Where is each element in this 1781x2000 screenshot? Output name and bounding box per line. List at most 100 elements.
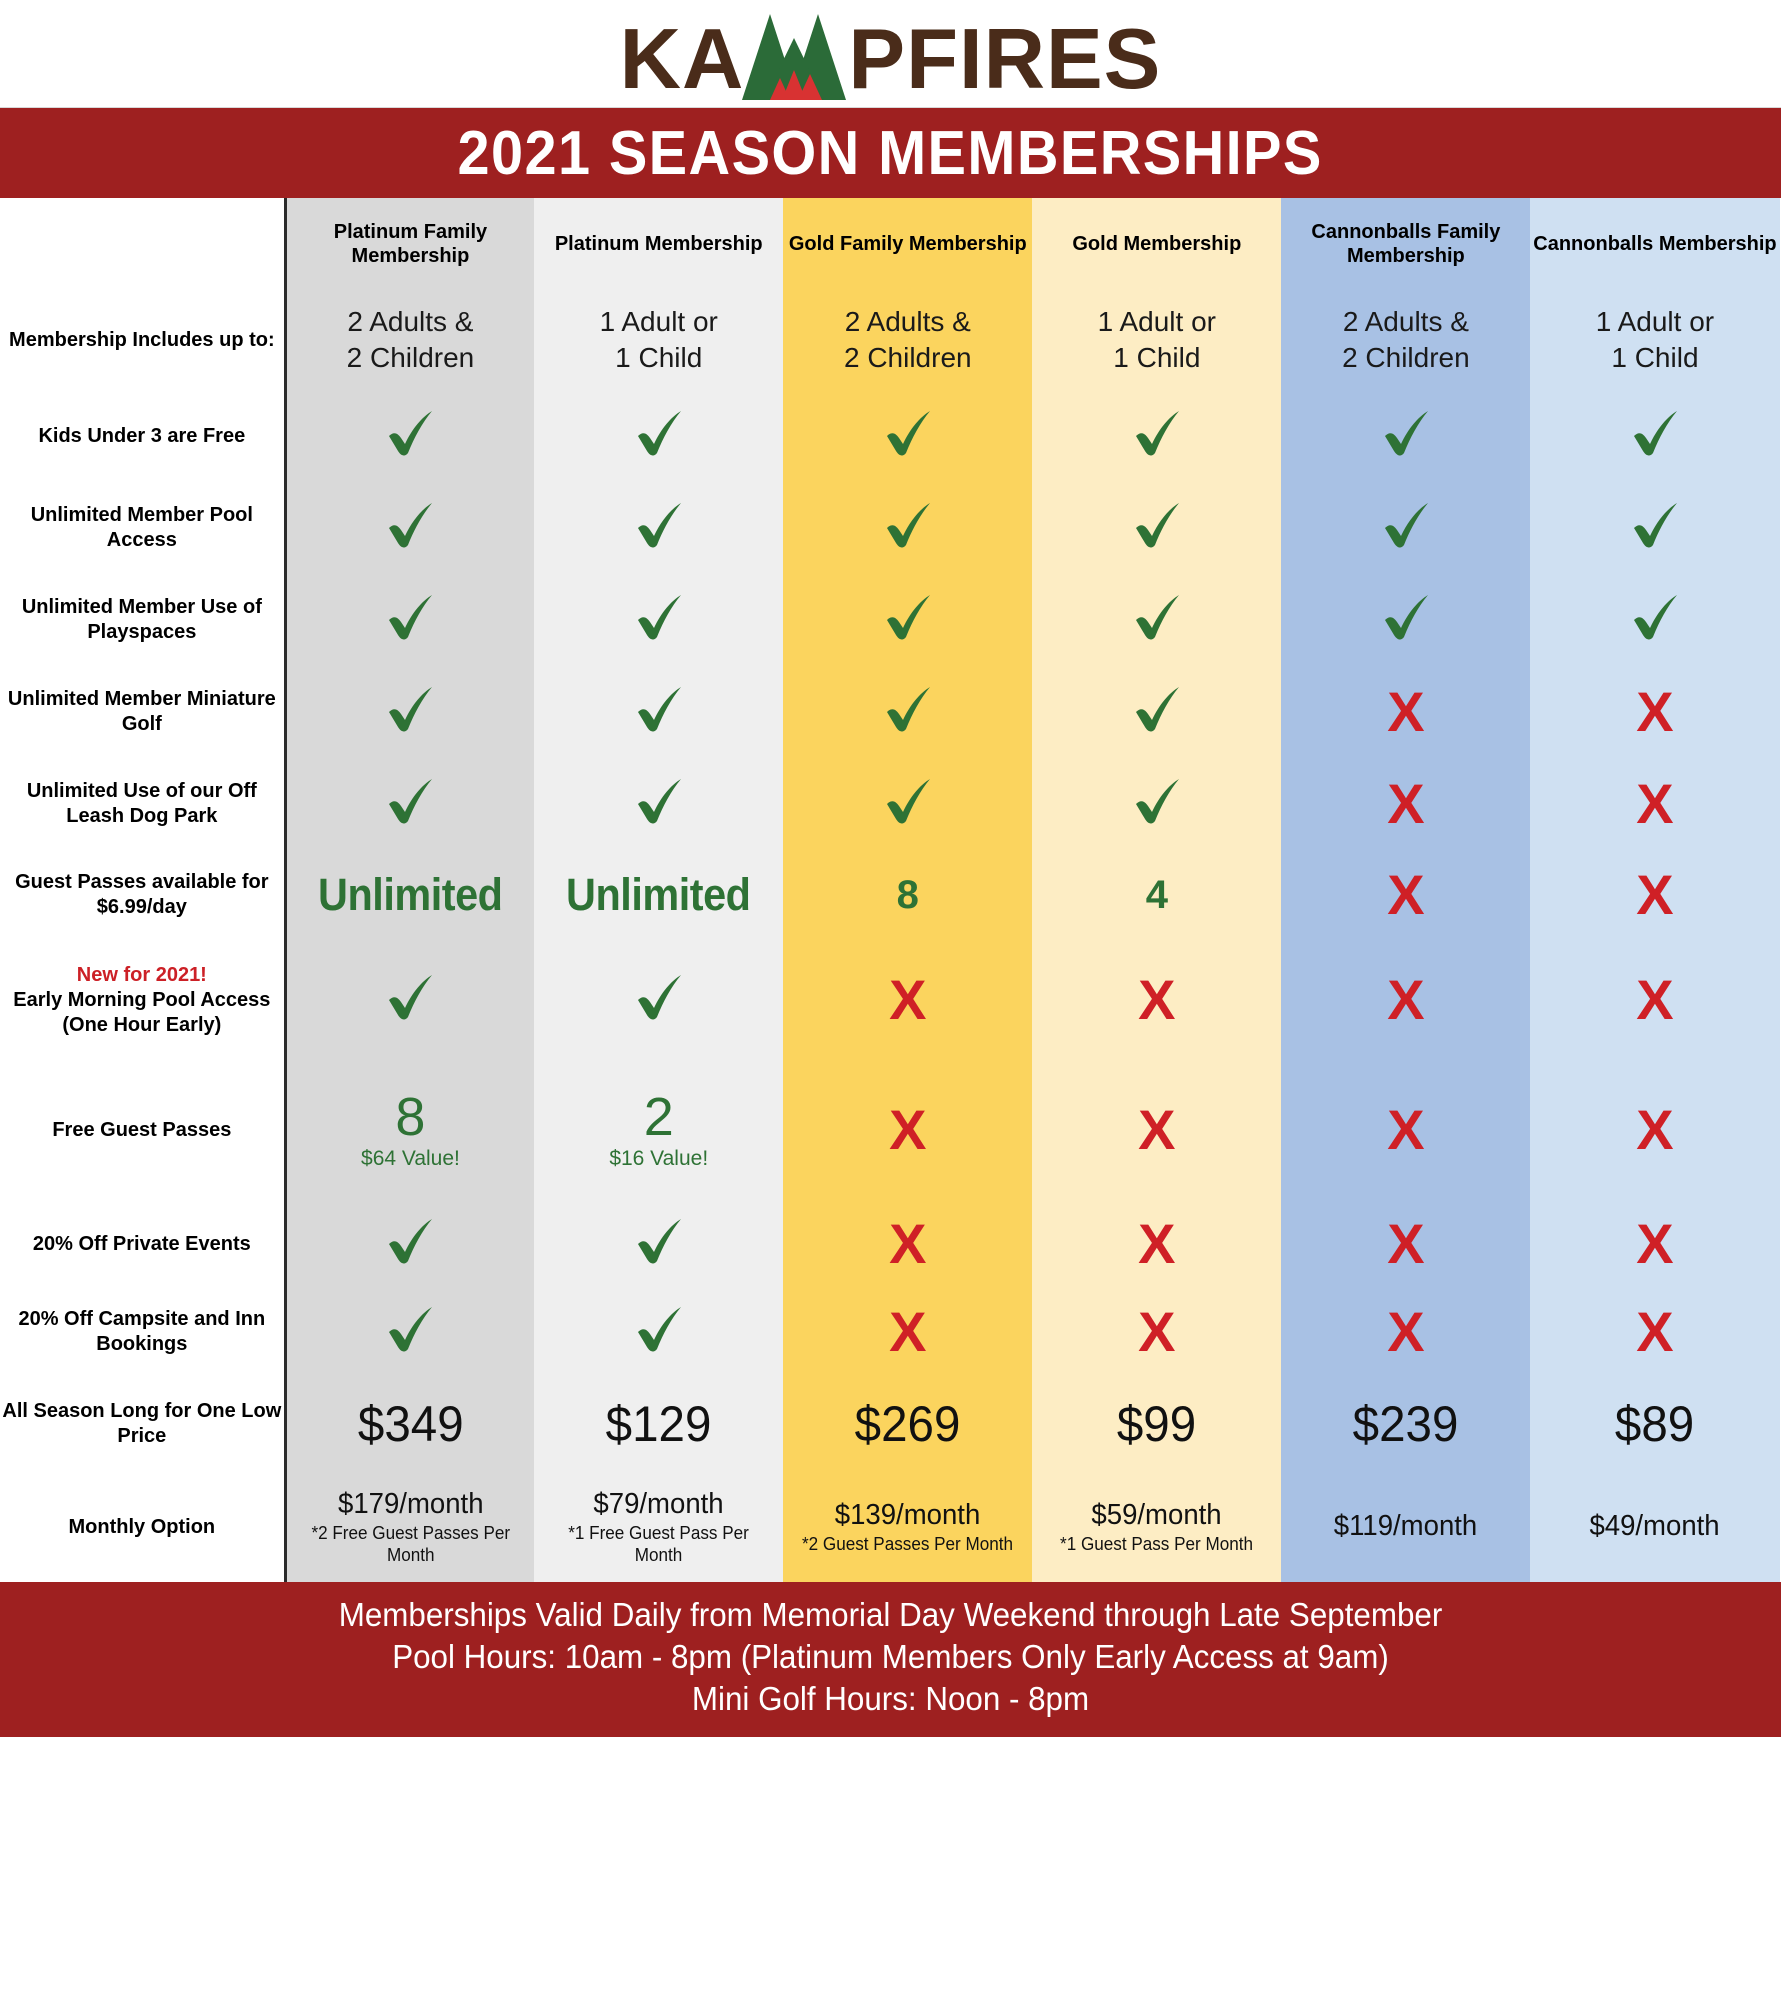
row-label-text: 20% Off Campsite and Inn Bookings — [18, 1308, 266, 1355]
check-icon — [631, 589, 687, 645]
column-header-platinum: Platinum Membership — [534, 198, 784, 290]
cell-r8-c4: X — [1032, 940, 1282, 1060]
value-note: $64 Value! — [361, 1147, 460, 1171]
cell-r2-c1 — [283, 390, 535, 482]
monthly-fine-print: *1 Free Guest Pass Per Month — [568, 1523, 750, 1565]
includes-text: 1 Adult or 1 Child — [599, 305, 718, 373]
cell-r9-c3: X — [783, 1060, 1033, 1200]
x-icon: X — [1387, 863, 1425, 926]
column-header-cannonballs: Cannonballs Membership — [1530, 198, 1780, 290]
monthly-price: $49/month — [1589, 1510, 1721, 1543]
cell-r5-c5: X — [1281, 666, 1531, 758]
x-icon: X — [889, 1098, 927, 1161]
includes-text: 2 Adults & 2 Children — [843, 305, 972, 373]
check-icon — [1129, 773, 1185, 829]
cell-r2-c6 — [1530, 390, 1780, 482]
cell-r6-c5: X — [1281, 758, 1531, 850]
check-icon — [631, 969, 687, 1025]
check-icon — [880, 681, 936, 737]
cell-r6-c2 — [534, 758, 784, 850]
season-price: $239 — [1353, 1395, 1459, 1452]
check-icon — [631, 1213, 687, 1269]
cell-r13-c3: $139/month *2 Guest Passes Per Month — [783, 1472, 1033, 1582]
monthly-fine-print: *2 Guest Passes Per Month — [802, 1533, 1014, 1554]
row-label-4: Unlimited Member Use of Playspaces — [0, 574, 286, 666]
column-header-platinum-family: Platinum Family Membership — [283, 198, 535, 290]
check-icon — [1627, 405, 1683, 461]
table-row: New for 2021! Early Morning Pool Access (… — [0, 940, 1780, 1060]
monthly-price: $179/month — [337, 1487, 484, 1520]
table-row: Kids Under 3 are Free — [0, 390, 1780, 482]
cell-r6-c3 — [783, 758, 1033, 850]
cell-r3-c1 — [283, 482, 535, 574]
x-icon: X — [1138, 968, 1176, 1031]
cell-r10-c4: X — [1032, 1200, 1282, 1288]
check-icon — [880, 497, 936, 553]
includes-text: 1 Adult or 1 Child — [1595, 305, 1715, 373]
row-label-9: Free Guest Passes — [0, 1060, 286, 1200]
x-icon: X — [1387, 680, 1425, 743]
check-icon — [1627, 589, 1683, 645]
row-label-7: Guest Passes available for $6.99/day — [0, 850, 286, 940]
row-label-5: Unlimited Member Miniature Golf — [0, 666, 286, 758]
cell-r7-c6: X — [1530, 850, 1780, 940]
cell-r3-c3 — [783, 482, 1033, 574]
row-label-11: 20% Off Campsite and Inn Bookings — [0, 1288, 286, 1376]
cell-r13-c5: $119/month — [1281, 1472, 1531, 1582]
membership-comparison-table: Platinum Family Membership Platinum Memb… — [0, 198, 1781, 1582]
check-icon — [382, 497, 438, 553]
table-row: 20% Off Private Events X X X X — [0, 1200, 1780, 1288]
season-price: $89 — [1615, 1395, 1695, 1452]
cell-r8-c2 — [534, 940, 784, 1060]
table-header: Platinum Family Membership Platinum Memb… — [0, 198, 1780, 290]
check-icon — [631, 405, 687, 461]
table-row: All Season Long for One Low Price $349 $12… — [0, 1376, 1780, 1472]
cell-r1-c2: 1 Adult or 1 Child — [534, 290, 784, 390]
x-icon: X — [1387, 1212, 1425, 1275]
includes-text: 2 Adults & 2 Children — [1342, 305, 1470, 373]
check-icon — [1378, 405, 1434, 461]
cell-r11-c6: X — [1530, 1288, 1780, 1376]
column-header-gold: Gold Membership — [1032, 198, 1282, 290]
footer-line-1: Memberships Valid Daily from Memorial Da… — [338, 1596, 1443, 1633]
cell-r7-c5: X — [1281, 850, 1531, 940]
row-label-text: Monthly Option — [68, 1515, 216, 1538]
row-label-8: New for 2021! Early Morning Pool Access (… — [0, 940, 286, 1060]
cell-r3-c2 — [534, 482, 784, 574]
cell-r12-c3: $269 — [783, 1376, 1033, 1472]
cell-r1-c4: 1 Adult or 1 Child — [1032, 290, 1282, 390]
row-label-text: Unlimited Member Pool Access — [30, 504, 253, 551]
check-icon — [1129, 405, 1185, 461]
cell-r5-c3 — [783, 666, 1033, 758]
cell-r2-c5 — [1281, 390, 1531, 482]
new-badge: New for 2021! — [76, 963, 207, 986]
cell-r12-c5: $239 — [1281, 1376, 1531, 1472]
x-icon: X — [1138, 1098, 1176, 1161]
kampfires-logo: KA PFIRES — [619, 8, 1162, 108]
x-icon: X — [1636, 1300, 1674, 1363]
cell-r4-c6 — [1530, 574, 1780, 666]
cell-r10-c6: X — [1530, 1200, 1780, 1288]
row-label-text: 20% Off Private Events — [32, 1232, 251, 1255]
cell-r2-c4 — [1032, 390, 1282, 482]
cell-r1-c1: 2 Adults & 2 Children — [283, 290, 535, 390]
check-icon — [880, 589, 936, 645]
logo-text-left: KA — [619, 12, 745, 108]
footer-notes: Memberships Valid Daily from Memorial Da… — [0, 1582, 1781, 1737]
row-label-10: 20% Off Private Events — [0, 1200, 286, 1288]
row-label-text: Early Morning Pool Access (One Hour Earl… — [13, 988, 271, 1036]
cell-r6-c1 — [283, 758, 535, 850]
logo-band: KA PFIRES — [0, 0, 1781, 108]
cell-r7-c3: 8 — [783, 850, 1033, 940]
x-icon: X — [1636, 772, 1674, 835]
header-row: Platinum Family Membership Platinum Memb… — [0, 198, 1780, 290]
cell-r13-c2: $79/month *1 Free Guest Pass Per Month — [534, 1472, 784, 1582]
check-icon — [880, 773, 936, 829]
cell-r9-c2: 2 $16 Value! — [534, 1060, 784, 1200]
cell-r12-c2: $129 — [534, 1376, 784, 1472]
footer-line-3: Mini Golf Hours: Noon - 8pm — [691, 1680, 1090, 1718]
table-row: Monthly Option $179/month *2 Free Guest Pa… — [0, 1472, 1780, 1582]
check-icon — [1129, 497, 1185, 553]
cell-r4-c2 — [534, 574, 784, 666]
row-label-6: Unlimited Use of our Off Leash Dog Park — [0, 758, 286, 850]
